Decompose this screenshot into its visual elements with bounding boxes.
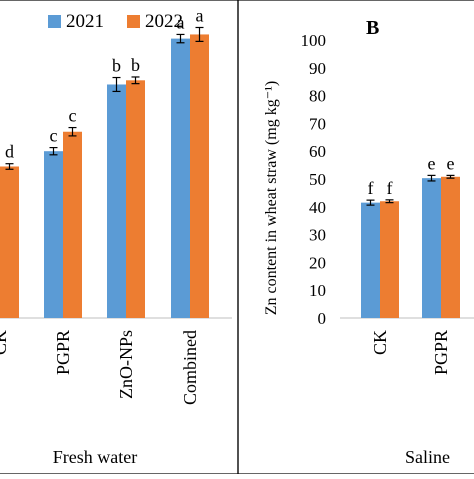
y-tick-label-20: 20 <box>309 253 326 272</box>
y-tick-label-30: 30 <box>309 226 326 245</box>
bar-2022-Combined <box>190 34 209 318</box>
y-tick-label-100: 100 <box>301 31 327 50</box>
legend-swatch-2022 <box>127 15 140 28</box>
bar-2021-CK <box>361 202 380 318</box>
x-tick-label-CK: CK <box>370 330 390 355</box>
x-tick-label-PGPR: PGPR <box>53 330 73 375</box>
panel-a-marks: c b a d c b a CK PGPR ZnO-NPs Combined <box>0 5 209 405</box>
y-tick-label-70: 70 <box>309 114 326 133</box>
significance-letter-2021-ZnO-NPs: b <box>112 56 121 76</box>
significance-letter-2022-ZnO-NPs: b <box>131 55 140 75</box>
x-tick-label-CK: CK <box>0 330 10 355</box>
bar-2021-PGPR <box>422 178 441 318</box>
panel-b-label: B <box>366 17 379 39</box>
x-tick-label-Combined: Combined <box>180 330 200 405</box>
bar-2021-PGPR <box>44 151 63 318</box>
panel-a-group-label: Fresh water <box>53 447 137 467</box>
x-tick-label-PGPR: PGPR <box>431 330 451 375</box>
bar-2022-CK <box>380 201 399 318</box>
bar-2022-ZnO-NPs <box>126 80 145 318</box>
bar-2022-PGPR <box>441 176 460 318</box>
legend-label-2022: 2022 <box>145 11 183 32</box>
bar-2021-Combined <box>171 38 190 319</box>
significance-letter-2022-CK: d <box>5 142 14 162</box>
y-tick-label-0: 0 <box>318 309 327 328</box>
legend-swatch-2021 <box>48 15 61 28</box>
significance-letter-2021-PGPR: c <box>50 126 58 146</box>
panel-b-y-axis-title: Zn content in wheat straw (mg kg⁻¹) <box>263 81 280 316</box>
legend-label-2021: 2021 <box>66 11 104 32</box>
panel-b-marks: 0 10 20 30 40 50 60 70 80 90 100 f e f e CK PGPR <box>301 31 460 375</box>
significance-letter-2021-PGPR: e <box>428 153 436 173</box>
bar-2022-CK <box>0 166 19 318</box>
x-tick-label-ZnO-NPs: ZnO-NPs <box>116 330 136 399</box>
significance-letter-2022-Combined: a <box>196 5 204 25</box>
y-tick-label-10: 10 <box>309 281 326 300</box>
bar-2022-PGPR <box>63 131 82 318</box>
significance-letter-2022-PGPR: e <box>447 153 455 173</box>
significance-letter-2022-CK: f <box>387 178 393 198</box>
significance-letter-2021-Combined: a <box>177 12 185 32</box>
y-tick-label-60: 60 <box>309 142 326 161</box>
y-tick-label-90: 90 <box>309 59 326 78</box>
significance-letter-2022-PGPR: c <box>69 106 77 126</box>
bar-2021-ZnO-NPs <box>107 84 126 318</box>
y-tick-label-50: 50 <box>309 170 326 189</box>
y-tick-label-80: 80 <box>309 87 326 106</box>
panel-b-group-label: Saline <box>405 447 450 467</box>
y-tick-label-40: 40 <box>309 198 326 217</box>
significance-letter-2021-CK: f <box>368 178 374 198</box>
legend: 2021 2022 <box>48 11 183 32</box>
